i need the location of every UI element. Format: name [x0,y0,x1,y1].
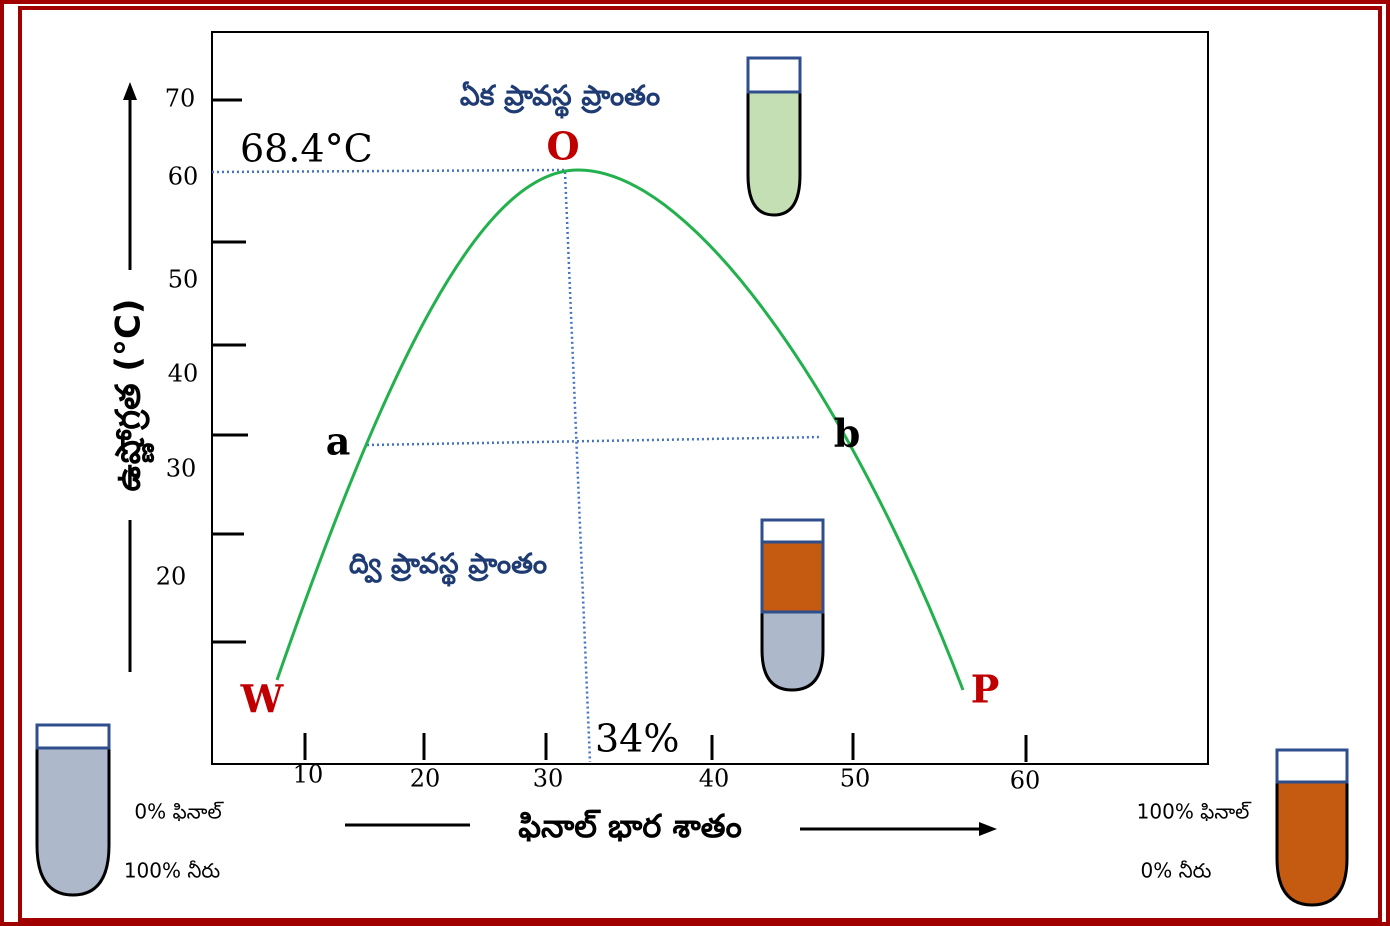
tube-phenol [1275,748,1349,907]
y-tick-label: 30 [166,455,197,483]
y-tick-label: 40 [168,360,199,388]
point-label: a [326,419,351,464]
tube-cap [746,56,802,94]
tube-water [35,723,111,897]
guide-line [211,168,566,174]
tube-layer [760,540,825,614]
x-tick-label: 60 [1010,767,1041,795]
tube-cap [760,518,825,544]
annotation: 34% [595,717,679,761]
y-tick-label: 60 [168,163,199,191]
point-label: P [971,667,1000,712]
x-tick-label: 40 [699,765,730,793]
x-tick-label: 30 [533,765,564,793]
x-tick-label: 20 [410,765,441,793]
x-tick-label: 10 [293,761,324,789]
point-label: W [240,677,285,722]
tube [760,610,825,692]
arrow-head [979,822,997,836]
y-axis-title: ఉష్ణోగ్రత (°C) [109,299,155,492]
x-axis-title: ఫినాల్ భార శాతం [518,807,742,845]
tube-cap [35,723,111,750]
plot-box [211,31,1209,765]
solubility-curve [275,168,965,691]
tube-two-phase [760,518,825,692]
tie-line [366,435,823,447]
point-label: b [834,411,861,456]
tube-label: 100% ఫినాల్ [1137,800,1253,824]
y-tick-label: 50 [168,266,199,294]
arrow-head [123,82,137,100]
tube [746,90,802,217]
tube [1275,780,1349,907]
region-label: ఏక ప్రావస్థ ప్రాంతం [460,79,660,119]
tube-label: 100% నీరు [124,859,220,883]
point-label: O [546,124,579,169]
tube [35,746,111,897]
tube-single-phase [746,56,802,217]
region-label: ద్వి ప్రావస్థ ప్రాంతం [349,547,547,587]
y-tick-label: 70 [165,85,196,113]
x-ticks [303,733,1028,762]
tube-label: 0% ఫినాల్ [134,800,224,824]
tube-cap [1275,748,1349,784]
frame-inner [18,6,1382,922]
y-ticks [212,98,248,644]
tube-label: 0% నీరు [1141,859,1212,883]
x-tick-label: 50 [840,765,871,793]
annotation: 68.4°C [240,127,373,171]
y-tick-label: 20 [156,563,187,591]
guide-line [563,171,592,763]
